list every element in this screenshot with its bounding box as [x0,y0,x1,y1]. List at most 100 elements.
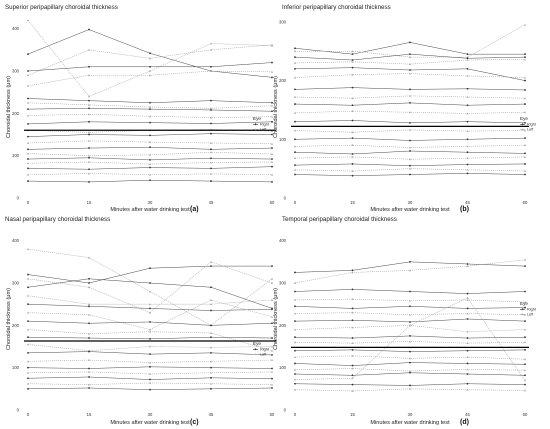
data-point [27,351,29,354]
data-point [294,320,296,323]
data-point [149,378,151,381]
data-point [210,324,212,327]
data-point [27,336,29,339]
data-point [271,158,273,160]
data-point [270,345,274,348]
data-point [271,147,273,149]
y-tick-label: 300 [12,69,20,74]
data-point [210,336,212,339]
data-point [27,123,29,125]
data-point [351,169,354,172]
data-point [409,371,411,374]
data-point [209,107,213,110]
data-point [293,76,297,79]
data-point [351,174,354,177]
data-point [210,286,212,289]
data-point [466,112,469,115]
data-point [294,349,296,352]
x-tick-label: 30 [148,200,153,205]
data-point [27,273,29,276]
data-point [408,313,412,316]
data-point [293,355,297,358]
data-point [149,52,151,55]
data-point [271,110,273,113]
data-point [523,23,527,26]
data-point [26,277,30,280]
data-point [408,167,412,170]
data-point [26,141,30,144]
data-point [27,303,29,306]
data-point [209,382,213,385]
legend-swatch-marker [254,348,257,351]
data-point [294,120,296,123]
data-point [409,164,411,167]
chart-panel-a: Superior peripapillary choroidal thickne… [5,4,276,213]
data-point [88,387,90,389]
data-point [27,135,29,138]
data-point [408,146,412,149]
data-point [294,67,296,70]
data-point [351,389,354,392]
data-point [466,58,469,61]
data-point [408,269,412,272]
data-point [149,159,151,161]
data-point [294,138,296,141]
data-point [466,373,469,375]
x-tick-label: 60 [523,412,528,417]
data-point [26,84,30,87]
x-tick-label: 45 [465,412,470,417]
data-point [294,103,296,105]
chart-title: Superior peripapillary choroidal thickne… [5,4,118,11]
chart-panel-d: Temporal peripapillary choroidal thickne… [273,216,537,426]
data-point [351,137,354,140]
data-point [523,144,527,147]
legend-swatch-marker [521,308,524,311]
data-point [351,50,354,53]
data-point [210,132,212,135]
data-point [26,114,30,117]
data-point [210,167,212,170]
data-point [351,354,354,357]
data-point [87,160,91,163]
data-point [523,328,527,331]
data-point [148,381,152,384]
x-tick-label: 15 [87,200,92,205]
data-point [524,137,526,140]
y-tick-label: 0 [17,408,20,413]
data-point [88,147,90,149]
data-point [149,146,151,149]
data-point [26,101,30,104]
data-point [271,265,273,267]
data-point [466,355,469,358]
data-point [523,111,527,114]
data-point [293,156,297,159]
x-tick-label: 0 [294,200,297,205]
data-point [209,172,213,175]
data-point [270,43,274,46]
data-point [210,376,212,379]
data-point [351,104,354,107]
data-point [270,298,274,301]
legend-item-label: Left [260,128,267,132]
legend-title: Eye [253,116,261,121]
data-point [351,97,354,100]
legend-item-label: Right [527,123,537,127]
data-point [524,306,526,309]
data-point [466,95,469,98]
data-point [351,337,354,339]
data-point [466,349,469,352]
data-point [409,290,411,293]
data-point [524,152,526,155]
data-point [351,298,354,300]
data-point [466,382,469,385]
data-point [351,377,354,380]
series-line-1 [27,20,273,97]
data-point [351,119,354,122]
data-point [149,267,151,270]
data-point [524,320,526,323]
data-point [293,168,297,171]
y-axis-label: Choroidal thickness (μm) [6,288,12,350]
data-point [270,70,274,73]
